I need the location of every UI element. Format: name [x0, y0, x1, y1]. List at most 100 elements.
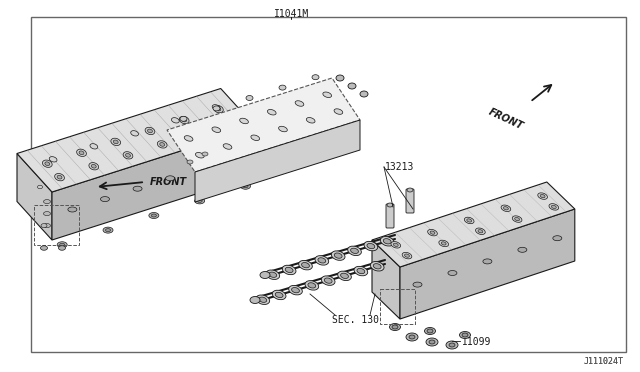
Text: J111024T: J111024T — [584, 357, 624, 366]
Ellipse shape — [160, 142, 164, 146]
Ellipse shape — [89, 163, 99, 170]
Ellipse shape — [332, 251, 345, 260]
Ellipse shape — [336, 75, 344, 81]
Ellipse shape — [246, 96, 253, 100]
Ellipse shape — [334, 253, 342, 258]
Ellipse shape — [40, 246, 47, 250]
Text: FRONT: FRONT — [487, 107, 525, 132]
Ellipse shape — [57, 242, 67, 248]
Ellipse shape — [54, 173, 65, 181]
Ellipse shape — [429, 340, 435, 344]
Ellipse shape — [383, 238, 391, 244]
Ellipse shape — [406, 333, 418, 341]
Ellipse shape — [538, 193, 547, 199]
Ellipse shape — [323, 92, 332, 97]
Ellipse shape — [68, 207, 77, 212]
Ellipse shape — [301, 263, 309, 268]
Polygon shape — [17, 154, 52, 240]
Ellipse shape — [360, 91, 368, 97]
Ellipse shape — [213, 106, 220, 111]
Text: I1041M: I1041M — [273, 9, 309, 19]
Ellipse shape — [387, 203, 393, 207]
Ellipse shape — [38, 185, 42, 189]
Ellipse shape — [515, 218, 520, 221]
Ellipse shape — [44, 212, 51, 216]
Ellipse shape — [460, 331, 470, 339]
Ellipse shape — [145, 127, 155, 135]
Ellipse shape — [77, 149, 86, 157]
Ellipse shape — [106, 229, 111, 232]
Ellipse shape — [269, 272, 276, 278]
Ellipse shape — [483, 259, 492, 264]
Ellipse shape — [462, 333, 468, 337]
Ellipse shape — [250, 296, 260, 304]
Polygon shape — [195, 120, 360, 202]
Ellipse shape — [123, 152, 133, 159]
Polygon shape — [372, 240, 400, 319]
Ellipse shape — [243, 185, 248, 188]
Ellipse shape — [60, 243, 65, 246]
Ellipse shape — [448, 270, 457, 276]
Ellipse shape — [512, 216, 522, 222]
Ellipse shape — [441, 242, 446, 245]
Ellipse shape — [439, 240, 449, 247]
Ellipse shape — [111, 138, 120, 145]
Ellipse shape — [549, 203, 559, 210]
Ellipse shape — [241, 183, 250, 189]
Ellipse shape — [166, 176, 175, 181]
Ellipse shape — [272, 290, 286, 300]
Ellipse shape — [354, 266, 368, 276]
Ellipse shape — [391, 241, 401, 248]
Ellipse shape — [552, 205, 556, 209]
Ellipse shape — [364, 241, 378, 251]
Ellipse shape — [179, 116, 189, 124]
Ellipse shape — [278, 126, 287, 132]
Ellipse shape — [44, 224, 51, 228]
Ellipse shape — [428, 230, 437, 236]
Ellipse shape — [308, 283, 316, 288]
Ellipse shape — [315, 256, 329, 265]
Polygon shape — [52, 127, 256, 240]
Ellipse shape — [79, 151, 84, 155]
Ellipse shape — [131, 131, 138, 136]
Ellipse shape — [151, 214, 156, 217]
Ellipse shape — [373, 264, 381, 269]
Ellipse shape — [251, 135, 260, 141]
Ellipse shape — [348, 246, 362, 256]
Ellipse shape — [198, 166, 207, 170]
Ellipse shape — [195, 153, 204, 158]
Ellipse shape — [279, 85, 286, 90]
Ellipse shape — [321, 276, 335, 285]
Ellipse shape — [268, 109, 276, 115]
Ellipse shape — [223, 144, 232, 149]
Polygon shape — [167, 78, 360, 172]
Ellipse shape — [390, 324, 401, 330]
Ellipse shape — [478, 230, 483, 233]
Ellipse shape — [465, 217, 474, 224]
Ellipse shape — [446, 341, 458, 349]
Ellipse shape — [58, 246, 65, 250]
Ellipse shape — [312, 75, 319, 80]
Ellipse shape — [42, 160, 52, 167]
Ellipse shape — [259, 297, 267, 302]
Ellipse shape — [216, 107, 221, 111]
Ellipse shape — [351, 248, 358, 253]
Text: FRONT: FRONT — [150, 177, 187, 187]
Ellipse shape — [266, 270, 280, 279]
Ellipse shape — [231, 155, 240, 160]
Ellipse shape — [44, 200, 51, 203]
Ellipse shape — [45, 162, 50, 166]
Ellipse shape — [149, 212, 159, 218]
Ellipse shape — [57, 175, 62, 179]
Ellipse shape — [318, 258, 326, 263]
Ellipse shape — [191, 130, 202, 137]
Ellipse shape — [184, 136, 193, 141]
Ellipse shape — [92, 164, 96, 168]
Ellipse shape — [340, 273, 348, 279]
Ellipse shape — [240, 118, 248, 124]
Ellipse shape — [392, 325, 398, 329]
Ellipse shape — [226, 119, 236, 126]
Ellipse shape — [202, 152, 208, 156]
Ellipse shape — [187, 160, 193, 164]
Ellipse shape — [260, 272, 270, 279]
